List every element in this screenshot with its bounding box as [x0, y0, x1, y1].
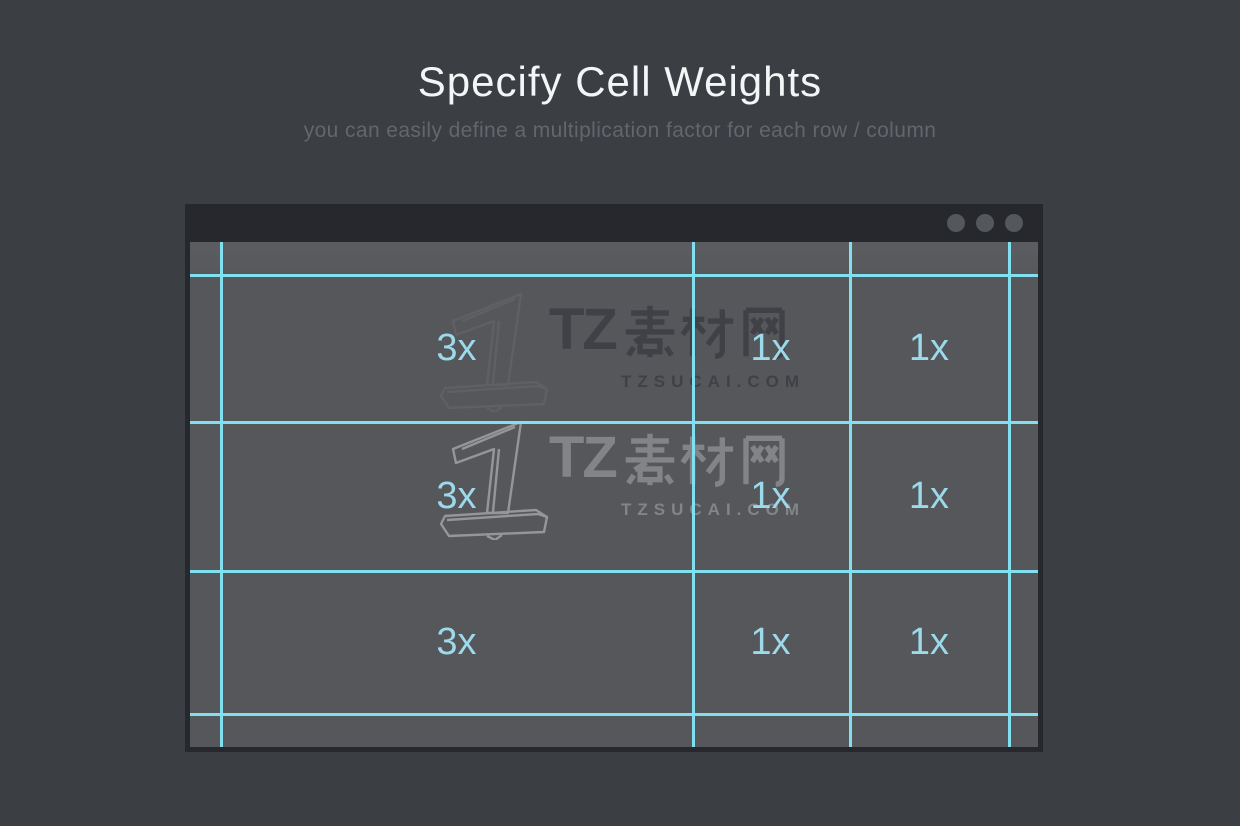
cell-weight[interactable]: 3x — [436, 475, 477, 517]
cjk-su-glyph-icon — [625, 305, 675, 358]
watermark-brand-latin: TZ — [549, 297, 618, 362]
cell-weight[interactable]: 1x — [750, 327, 791, 369]
window-dot-icon[interactable] — [976, 214, 994, 232]
cjk-wang-glyph-icon — [743, 307, 785, 359]
page-subtitle: you can easily define a multiplication f… — [303, 119, 937, 142]
grid-line-vertical[interactable] — [849, 242, 852, 747]
page-title: Specify Cell Weights — [417, 58, 823, 105]
grid-line-vertical[interactable] — [220, 242, 223, 747]
grid-line-horizontal[interactable] — [190, 570, 1038, 573]
cell-weight[interactable]: 1x — [908, 475, 950, 517]
numeral-1-monument-icon — [439, 420, 549, 540]
cjk-su-glyph-icon — [625, 433, 675, 486]
grid-line-horizontal[interactable] — [190, 274, 1038, 277]
cell-weight[interactable]: 3x — [436, 327, 477, 369]
watermark-domain: TZSUCAI.COM — [621, 372, 806, 391]
grid-line-horizontal[interactable] — [190, 421, 1038, 424]
app-window: TZ TZSUCAI.COM — [185, 204, 1043, 752]
grid-line-horizontal[interactable] — [190, 713, 1038, 716]
cell-weight[interactable]: 3x — [436, 621, 477, 663]
window-controls — [947, 214, 1023, 232]
weight-grid: 3x 1x 1x 3x 1x 1x 3x 1x 1x — [221, 275, 1009, 714]
cjk-wang-glyph-icon — [743, 435, 785, 487]
cell-weight[interactable]: 1x — [908, 327, 950, 369]
grid-line-vertical[interactable] — [1008, 242, 1011, 747]
window-titlebar — [190, 204, 1038, 242]
grid-line-vertical[interactable] — [692, 242, 695, 747]
watermark-domain: TZSUCAI.COM — [621, 500, 806, 519]
cell-weight[interactable]: 1x — [908, 621, 950, 663]
window-dot-icon[interactable] — [947, 214, 965, 232]
cell-weight[interactable]: 1x — [750, 475, 791, 517]
grid-canvas: TZ TZSUCAI.COM — [190, 242, 1038, 747]
watermark-brand-latin: TZ — [549, 425, 618, 490]
cell-weight[interactable]: 1x — [750, 621, 791, 663]
window-dot-icon[interactable] — [1005, 214, 1023, 232]
numeral-1-monument-icon — [439, 292, 549, 412]
